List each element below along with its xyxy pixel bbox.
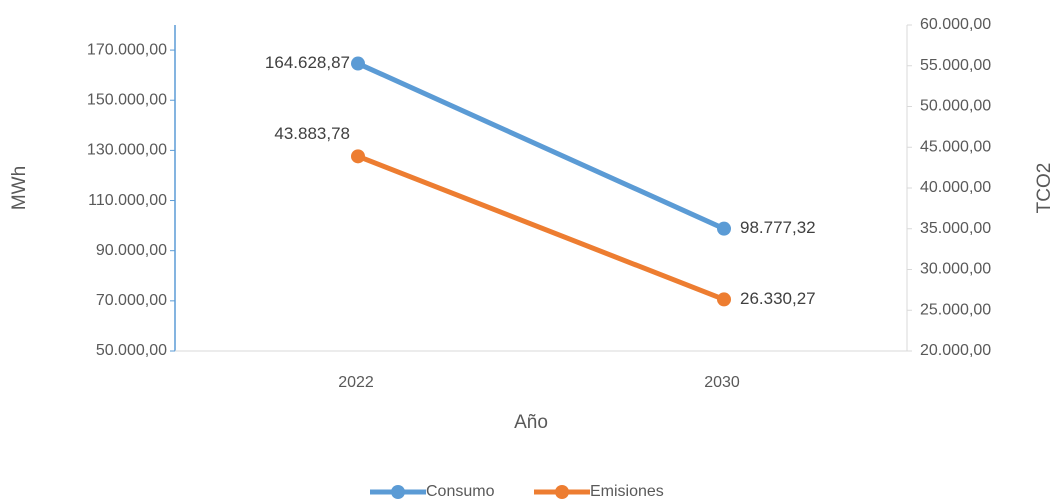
y-tick-label: 90.000,00: [96, 242, 167, 259]
y2-tick-label: 40.000,00: [920, 179, 991, 196]
y2-tick-label: 55.000,00: [920, 57, 991, 74]
legend-label: Emisiones: [590, 483, 664, 500]
data-point: [717, 221, 731, 236]
series-line: [355, 153, 727, 302]
y-axis-title: MWh: [9, 166, 30, 210]
data-point: [717, 292, 731, 307]
x-tick-label: 2030: [704, 374, 740, 391]
x-axis-title: Año: [514, 412, 548, 433]
data-label: 98.777,32: [740, 218, 816, 237]
y2-tick-label: 35.000,00: [920, 220, 991, 237]
y-tick-label: 70.000,00: [96, 292, 167, 309]
data-label: 43.883,78: [274, 124, 350, 143]
y2-tick-label: 45.000,00: [920, 138, 991, 155]
legend-label: Consumo: [426, 483, 495, 500]
data-point: [351, 56, 365, 71]
y2-tick-label: 30.000,00: [920, 261, 991, 278]
y2-tick-label: 20.000,00: [920, 342, 991, 359]
series-line: [355, 61, 727, 232]
y-tick-label: 50.000,00: [96, 342, 167, 359]
data-point: [351, 149, 365, 164]
y2-tick-label: 25.000,00: [920, 301, 991, 318]
y2-axis-title: TCO2: [1034, 163, 1055, 214]
data-label: 26.330,27: [740, 289, 816, 308]
y2-tick-label: 60.000,00: [920, 16, 991, 33]
legend-marker: [555, 485, 569, 499]
y-tick-label: 130.000,00: [87, 142, 167, 159]
legend-marker: [391, 485, 405, 499]
data-label: 164.628,87: [265, 53, 350, 72]
y-tick-label: 150.000,00: [87, 91, 167, 108]
y-tick-label: 110.000,00: [88, 192, 167, 209]
y2-tick-label: 50.000,00: [920, 98, 991, 115]
y-tick-label: 170.000,00: [87, 41, 167, 58]
x-tick-label: 2022: [338, 374, 374, 391]
